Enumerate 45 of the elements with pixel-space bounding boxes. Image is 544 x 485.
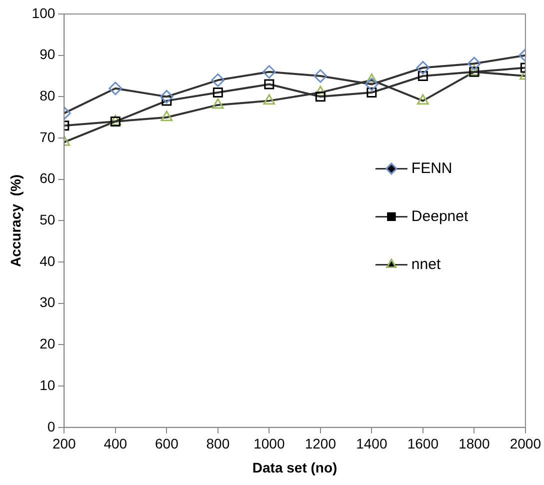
y-tick-label: 60	[40, 170, 56, 186]
point	[211, 73, 225, 87]
y-tick-label: 20	[40, 336, 56, 352]
y-tick-label: 40	[40, 252, 56, 269]
point	[314, 69, 328, 83]
x-tick-label: 800	[206, 436, 230, 452]
y-tick-label: 80	[40, 88, 56, 104]
point	[212, 98, 224, 109]
x-tick-label: 2000	[510, 436, 542, 452]
point	[160, 110, 173, 122]
legend-label: nnet	[411, 256, 442, 273]
x-tick-label: 1600	[407, 436, 439, 452]
y-tick-label: 90	[40, 46, 56, 62]
x-tick-label: 200	[52, 436, 76, 452]
point	[264, 79, 274, 90]
point	[416, 94, 429, 105]
y-tick-label: 10	[40, 376, 56, 393]
y-axis-title: Accuracy (%)	[7, 174, 24, 267]
point	[418, 71, 428, 82]
point	[366, 73, 378, 84]
point	[263, 94, 276, 105]
x-axis-title: Data set (no)	[252, 459, 338, 476]
x-tick-label: 600	[154, 436, 179, 452]
legend-label: Deepnet	[411, 208, 469, 225]
legend-label: FENN	[411, 160, 452, 177]
x-tick-label: 400	[104, 436, 128, 452]
y-tick-label: 100	[32, 4, 56, 21]
x-tick-label: 1800	[458, 436, 490, 452]
y-tick-label: 30	[40, 294, 56, 310]
point	[108, 82, 122, 96]
point	[314, 86, 326, 96]
point	[416, 60, 430, 74]
point	[467, 56, 481, 70]
x-tick-label: 1000	[254, 436, 285, 452]
x-tick-label: 1400	[356, 436, 388, 452]
y-tick-label: 0	[47, 418, 56, 434]
point	[212, 88, 223, 98]
point	[364, 78, 378, 92]
x-tick-label: 1200	[304, 436, 336, 452]
point	[160, 90, 174, 104]
y-tick-label: 70	[40, 128, 56, 145]
point	[262, 65, 276, 79]
y-tick-label: 50	[40, 212, 56, 228]
point	[366, 88, 377, 98]
point	[315, 92, 326, 102]
